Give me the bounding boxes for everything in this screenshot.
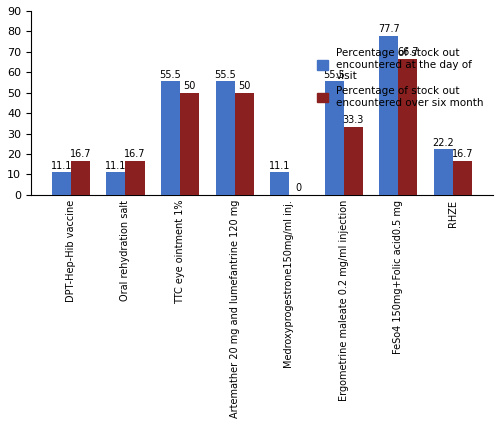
- Text: 11.1: 11.1: [269, 161, 290, 170]
- Text: 66.7: 66.7: [397, 47, 418, 57]
- Bar: [380, 36, 398, 195]
- Text: 16.7: 16.7: [452, 149, 473, 159]
- Text: 55.5: 55.5: [160, 70, 182, 80]
- Bar: [398, 59, 417, 195]
- Text: 22.2: 22.2: [432, 138, 454, 148]
- Bar: [161, 82, 180, 195]
- Bar: [71, 161, 90, 195]
- Text: 50: 50: [184, 81, 196, 91]
- Text: 11.1: 11.1: [50, 161, 72, 170]
- Bar: [234, 93, 254, 195]
- Bar: [106, 172, 126, 195]
- Text: 11.1: 11.1: [105, 161, 126, 170]
- Text: 0: 0: [296, 183, 302, 193]
- Text: 55.5: 55.5: [214, 70, 236, 80]
- Text: 50: 50: [238, 81, 250, 91]
- Bar: [216, 82, 234, 195]
- Legend: Percentage of stock out
encountered at the day of
visit, Percentage of stock out: Percentage of stock out encountered at t…: [314, 44, 488, 112]
- Text: 77.7: 77.7: [378, 25, 400, 34]
- Text: 16.7: 16.7: [70, 149, 91, 159]
- Bar: [270, 172, 289, 195]
- Bar: [453, 161, 472, 195]
- Text: 16.7: 16.7: [124, 149, 146, 159]
- Text: 33.3: 33.3: [342, 115, 364, 125]
- Bar: [344, 127, 363, 195]
- Bar: [126, 161, 144, 195]
- Bar: [434, 150, 453, 195]
- Bar: [324, 82, 344, 195]
- Bar: [180, 93, 199, 195]
- Text: 55.5: 55.5: [324, 70, 345, 80]
- Bar: [52, 172, 71, 195]
